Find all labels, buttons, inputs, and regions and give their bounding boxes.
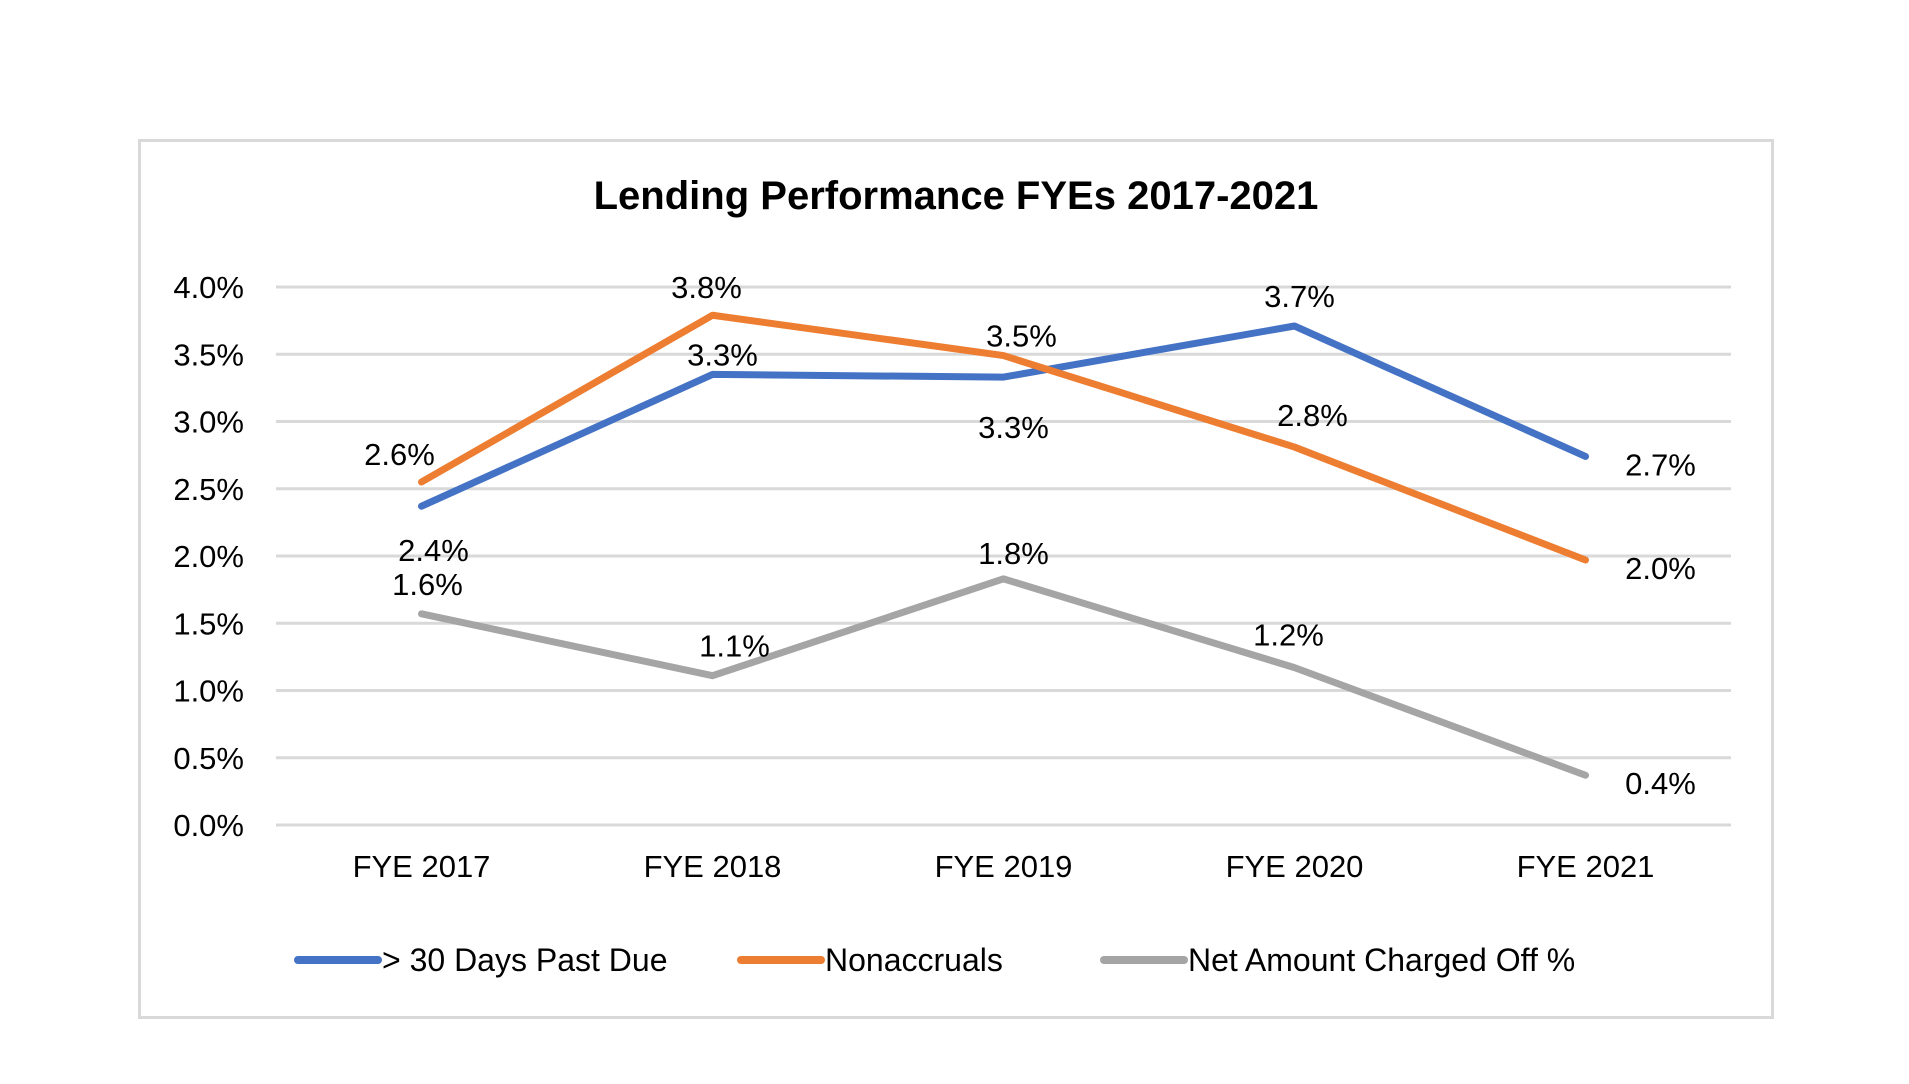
y-tick-label: 4.0% xyxy=(173,270,244,305)
x-tick-label: FYE 2019 xyxy=(935,849,1073,884)
data-label: 3.8% xyxy=(671,270,742,305)
data-label: 2.0% xyxy=(1625,551,1696,586)
y-tick-label: 3.0% xyxy=(173,405,244,440)
data-label: 2.6% xyxy=(364,437,435,472)
chart-title: Lending Performance FYEs 2017-2021 xyxy=(594,174,1319,218)
y-tick-label: 1.0% xyxy=(173,674,244,709)
y-tick-label: 0.5% xyxy=(173,741,244,776)
x-tick-label: FYE 2021 xyxy=(1517,849,1655,884)
data-label: 1.8% xyxy=(978,536,1049,571)
data-label: 2.8% xyxy=(1277,398,1348,433)
x-axis-ticks: FYE 2017 FYE 2018 FYE 2019 FYE 2020 FYE 2021 xyxy=(353,849,1655,884)
data-label: 3.5% xyxy=(986,319,1057,354)
y-tick-label: 3.5% xyxy=(173,337,244,372)
data-label: 1.1% xyxy=(699,629,770,664)
legend-label: > 30 Days Past Due xyxy=(382,942,667,978)
y-tick-label: 0.0% xyxy=(173,808,244,843)
data-label: 3.7% xyxy=(1264,279,1335,314)
chart-frame: Lending Performance FYEs 2017-2021 0.0% 0… xyxy=(138,139,1774,1019)
data-label: 1.2% xyxy=(1253,618,1324,653)
y-tick-label: 2.0% xyxy=(173,539,244,574)
line-chart: Lending Performance FYEs 2017-2021 0.0%0… xyxy=(173,174,1731,978)
y-tick-label: 1.5% xyxy=(173,606,244,641)
y-tick-label: 2.5% xyxy=(173,472,244,507)
data-label: 3.3% xyxy=(978,410,1049,445)
x-tick-label: FYE 2020 xyxy=(1226,849,1364,884)
data-label: 1.6% xyxy=(392,567,463,602)
data-label: 3.3% xyxy=(687,337,758,372)
data-label: 2.4% xyxy=(398,533,469,568)
legend-label: Net Amount Charged Off % xyxy=(1188,942,1575,978)
legend-label: Nonaccruals xyxy=(825,942,1003,978)
series-lines xyxy=(418,311,1589,779)
legend: > 30 Days Past Due Nonaccruals Net Amount … xyxy=(294,942,1575,978)
x-tick-label: FYE 2018 xyxy=(644,849,782,884)
series-line xyxy=(418,322,1589,510)
gridlines xyxy=(276,285,1731,827)
data-label: 2.7% xyxy=(1625,447,1696,482)
data-label: 0.4% xyxy=(1625,766,1696,801)
data-labels: 2.4% 3.3% 3.3% 3.7% 2.7% 2.6% 3.8% 3.5% 2.8% 2.0%… xyxy=(364,270,1696,801)
x-tick-label: FYE 2017 xyxy=(353,849,491,884)
y-axis-ticks: 0.0% 0.5% 1.0% 1.5% 2.0% 2.5% 3.0% 3.5% 4.0% xyxy=(173,270,244,843)
series-line xyxy=(418,311,1589,564)
series-line xyxy=(418,575,1589,779)
